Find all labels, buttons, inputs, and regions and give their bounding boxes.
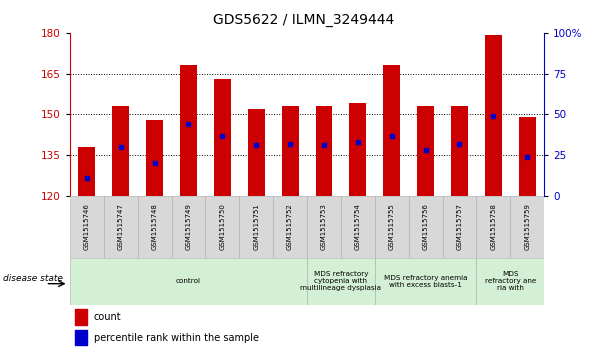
Bar xyxy=(78,147,95,196)
Text: count: count xyxy=(94,312,121,322)
Text: GSM1515754: GSM1515754 xyxy=(355,204,361,250)
Bar xyxy=(307,196,341,258)
Text: GSM1515749: GSM1515749 xyxy=(185,203,192,250)
Text: GSM1515751: GSM1515751 xyxy=(253,203,259,250)
Bar xyxy=(375,196,409,258)
Bar xyxy=(282,106,299,196)
Bar xyxy=(375,258,477,305)
Bar xyxy=(171,196,206,258)
Bar xyxy=(477,258,544,305)
Text: MDS refractory
cytopenia with
multilineage dysplasia: MDS refractory cytopenia with multilinea… xyxy=(300,271,381,291)
Bar xyxy=(443,196,477,258)
Bar xyxy=(206,196,240,258)
Text: GSM1515758: GSM1515758 xyxy=(490,203,496,250)
Text: GSM1515753: GSM1515753 xyxy=(321,203,327,250)
Bar xyxy=(383,65,400,196)
Bar xyxy=(214,79,231,196)
Text: GSM1515759: GSM1515759 xyxy=(524,203,530,250)
Text: MDS
refractory ane
ria with: MDS refractory ane ria with xyxy=(485,271,536,291)
Bar xyxy=(70,196,104,258)
Bar xyxy=(409,196,443,258)
Bar xyxy=(417,106,434,196)
Text: GSM1515755: GSM1515755 xyxy=(389,204,395,250)
Bar xyxy=(485,36,502,196)
Text: MDS refractory anemia
with excess blasts-1: MDS refractory anemia with excess blasts… xyxy=(384,275,468,288)
Text: GSM1515756: GSM1515756 xyxy=(423,203,429,250)
Text: disease state: disease state xyxy=(3,274,63,284)
Bar xyxy=(341,196,375,258)
Bar xyxy=(112,106,129,196)
Bar xyxy=(75,330,86,345)
Bar xyxy=(248,109,264,196)
Bar xyxy=(240,196,273,258)
Bar xyxy=(350,103,366,196)
Text: GSM1515750: GSM1515750 xyxy=(219,203,226,250)
Text: percentile rank within the sample: percentile rank within the sample xyxy=(94,333,258,343)
Bar xyxy=(316,106,333,196)
Bar xyxy=(477,196,510,258)
Bar xyxy=(451,106,468,196)
Bar xyxy=(137,196,171,258)
Text: GSM1515752: GSM1515752 xyxy=(287,204,293,250)
Text: GSM1515757: GSM1515757 xyxy=(457,203,463,250)
Text: control: control xyxy=(176,278,201,284)
Bar xyxy=(510,196,544,258)
Bar xyxy=(75,309,86,325)
Text: GSM1515746: GSM1515746 xyxy=(84,203,90,250)
Text: GDS5622 / ILMN_3249444: GDS5622 / ILMN_3249444 xyxy=(213,13,395,27)
Bar xyxy=(70,258,307,305)
Text: GSM1515747: GSM1515747 xyxy=(118,203,124,250)
Bar xyxy=(307,258,375,305)
Bar xyxy=(273,196,307,258)
Bar xyxy=(146,120,163,196)
Bar xyxy=(519,117,536,196)
Bar xyxy=(180,65,197,196)
Bar xyxy=(104,196,137,258)
Text: GSM1515748: GSM1515748 xyxy=(151,203,157,250)
